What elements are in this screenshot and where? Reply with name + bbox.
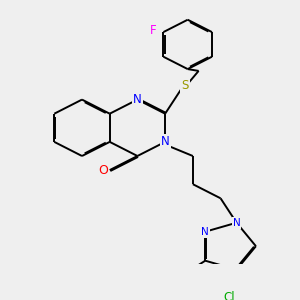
Text: N: N: [233, 218, 240, 228]
Text: N: N: [201, 227, 209, 237]
Text: N: N: [133, 93, 142, 106]
Text: N: N: [161, 135, 170, 148]
Text: F: F: [150, 24, 157, 37]
Text: O: O: [98, 164, 108, 177]
Text: Cl: Cl: [223, 291, 235, 300]
Text: S: S: [182, 79, 189, 92]
